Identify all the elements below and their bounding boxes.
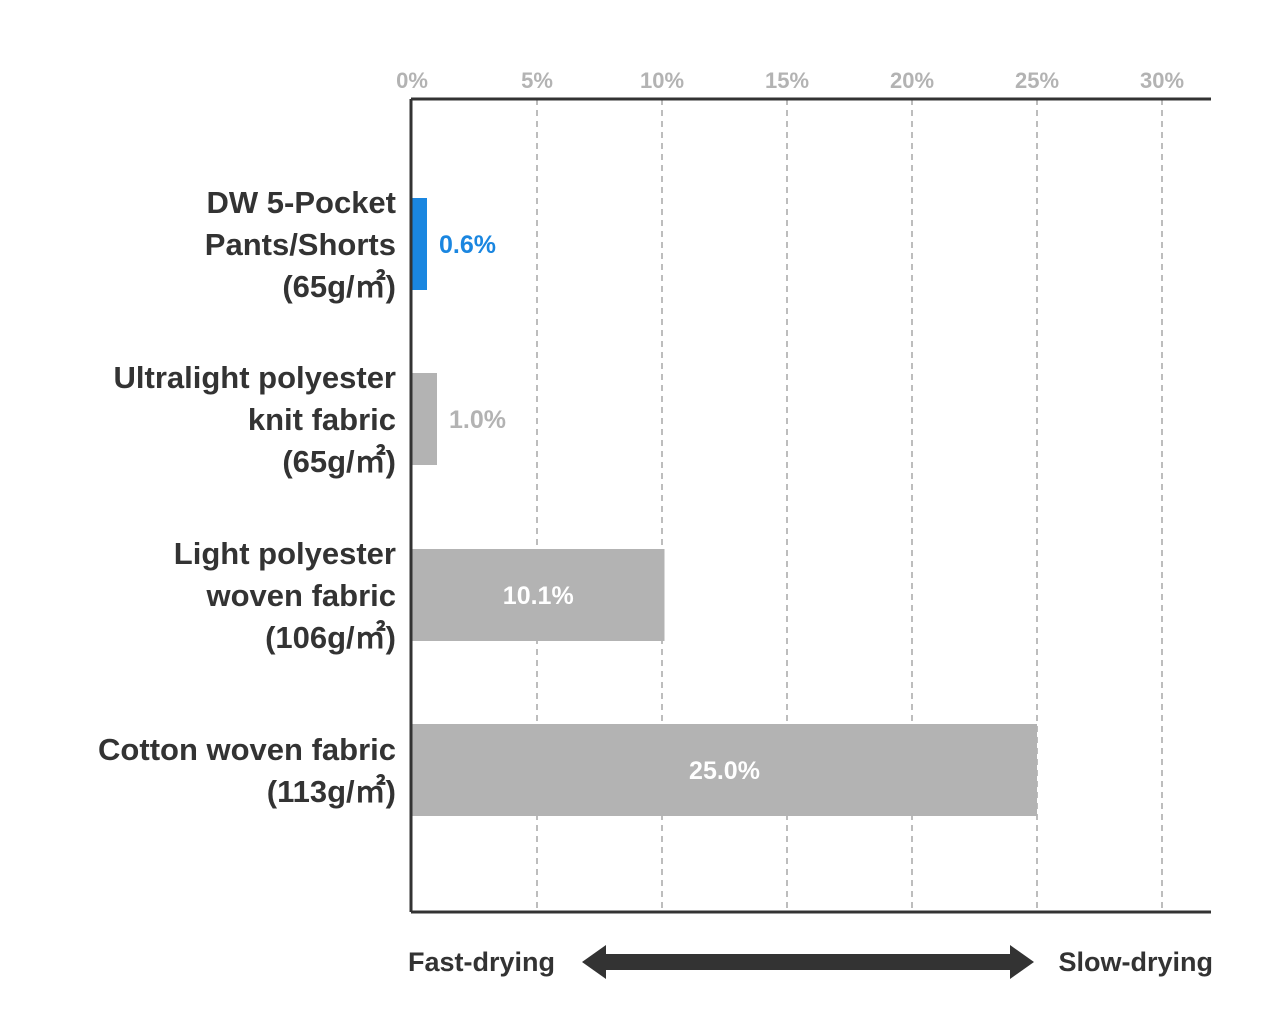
category-label: Light polyester <box>174 536 396 571</box>
category-label: Ultralight polyester <box>114 360 397 395</box>
axes <box>409 97 1211 914</box>
bar <box>412 373 437 465</box>
category-label: woven fabric <box>206 578 397 613</box>
double-arrow-icon <box>582 945 1034 979</box>
x-tick-label: 10% <box>640 68 684 93</box>
fast-drying-label: Fast-drying <box>408 947 555 977</box>
x-tick-label: 0% <box>396 68 428 93</box>
category-label: (65g/㎡) <box>282 269 396 304</box>
x-tick-labels: 0% 5% 10% 15% 20% 25% 30% <box>396 68 1184 93</box>
gridlines <box>536 99 1163 912</box>
slow-drying-label: Slow-drying <box>1059 947 1214 977</box>
category-labels: DW 5-Pocket Pants/Shorts (65g/㎡) Ultralight… <box>98 185 396 809</box>
category-label: knit fabric <box>248 402 396 437</box>
category-label: Pants/Shorts <box>205 227 396 262</box>
category-label: Cotton woven fabric <box>98 732 396 767</box>
category-label: (106g/㎡) <box>265 620 396 655</box>
x-tick-label: 20% <box>890 68 934 93</box>
bars <box>412 198 1037 816</box>
x-tick-label: 5% <box>521 68 553 93</box>
category-label: DW 5-Pocket <box>207 185 396 220</box>
value-label: 1.0% <box>449 406 506 434</box>
direction-indicator: Fast-drying Slow-drying <box>408 945 1213 979</box>
x-tick-label: 30% <box>1140 68 1184 93</box>
x-tick-label: 15% <box>765 68 809 93</box>
value-label: 25.0% <box>689 757 760 785</box>
x-tick-label: 25% <box>1015 68 1059 93</box>
category-label: (113g/㎡) <box>267 774 396 809</box>
bar <box>412 549 665 641</box>
value-labels: 0.6% 1.0% 10.1% 25.0% <box>439 231 760 785</box>
bar <box>412 198 427 290</box>
value-label: 0.6% <box>439 231 496 259</box>
category-label: (65g/㎡) <box>282 444 396 479</box>
bar <box>412 724 1037 816</box>
value-label: 10.1% <box>503 582 574 610</box>
